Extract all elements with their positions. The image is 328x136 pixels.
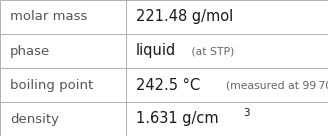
Text: 1.631 g/cm: 1.631 g/cm (136, 112, 219, 126)
Text: (measured at 99 708 Pa): (measured at 99 708 Pa) (219, 80, 328, 90)
Text: 242.5 °C: 242.5 °C (136, 78, 200, 92)
Text: density: density (10, 112, 59, 126)
Text: 3: 3 (243, 108, 249, 118)
Text: (at STP): (at STP) (188, 46, 235, 56)
Text: phase: phase (10, 44, 50, 58)
Text: 221.48 g/mol: 221.48 g/mol (136, 10, 233, 24)
Text: liquid: liquid (136, 44, 176, 58)
Text: molar mass: molar mass (10, 10, 87, 24)
Text: boiling point: boiling point (10, 78, 93, 92)
